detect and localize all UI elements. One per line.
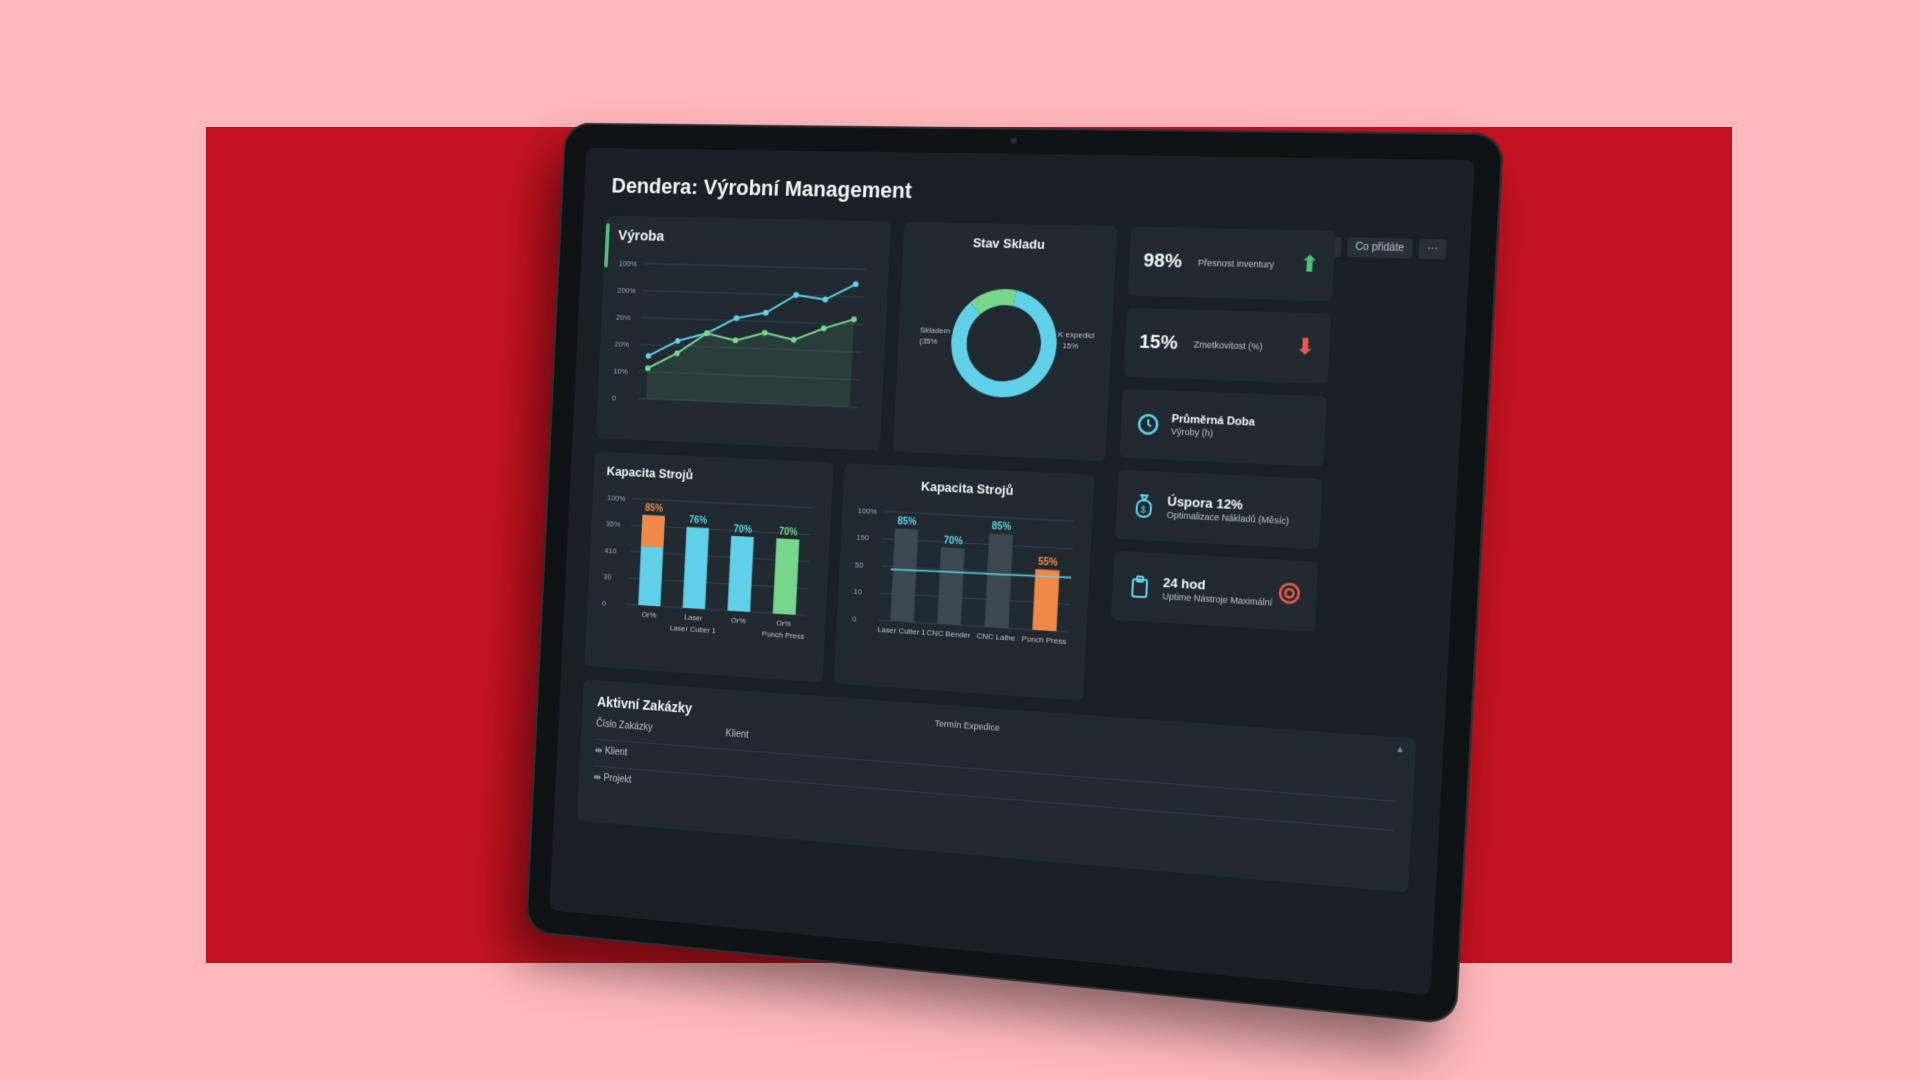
data-label: 76% xyxy=(689,515,708,527)
kpi-label: Přesnost inventury xyxy=(1198,257,1275,271)
bar xyxy=(683,527,709,609)
data-label: 85% xyxy=(645,503,664,515)
app-title: Dendera: Výrobní Management xyxy=(611,173,1445,214)
row-label: Klient xyxy=(605,746,628,758)
gridline xyxy=(644,264,866,270)
donut-right-label-2: 15% xyxy=(1062,341,1078,351)
data-label: 70% xyxy=(779,527,798,539)
donut-slice xyxy=(975,296,1015,309)
tablet-device: Dendera: Výrobní Management Dnes Co přid… xyxy=(525,123,1504,1025)
inventory-donut-chart: Skladem (35% K expedici 15% xyxy=(907,249,1102,445)
bar xyxy=(985,533,1014,628)
y-tick-label: 20% xyxy=(614,340,629,349)
gridline xyxy=(641,318,863,325)
x-tick-label: CNC Bender xyxy=(926,628,970,640)
y-tick-label: 50 xyxy=(855,560,864,570)
x-tick-label: Or% xyxy=(731,616,746,626)
dashboard-grid: Výroba 100% 200% 20% 20% 10% 0 Stav Skladu Sk… xyxy=(585,215,1443,724)
bar xyxy=(773,538,800,615)
svg-text:$: $ xyxy=(1140,504,1146,515)
data-point xyxy=(646,353,652,359)
y-tick-label: 20% xyxy=(616,313,631,322)
y-tick-label: 150 xyxy=(856,533,870,543)
camera-icon xyxy=(1011,138,1017,144)
clipboard-icon xyxy=(1126,573,1153,601)
x-tick-label: Laser xyxy=(684,613,703,623)
accent-bar xyxy=(604,223,610,267)
bar xyxy=(1032,569,1059,631)
bar xyxy=(727,536,753,612)
more-button[interactable]: ··· xyxy=(1418,239,1447,260)
arrow-up-icon: ⬆ xyxy=(1299,251,1320,278)
dashboard-screen: Dendera: Výrobní Management Dnes Co přid… xyxy=(549,148,1474,995)
donut-slice xyxy=(957,297,1051,391)
inventory-card: Stav Skladu Skladem (35% K expedici 15% xyxy=(893,222,1117,461)
kpi-card-savings[interactable]: $ Úspora 12% Optimalizace Nákladů (Měsíc… xyxy=(1115,470,1322,550)
kpi-card-duration[interactable]: Průměrná Doba Výroby (h) xyxy=(1119,389,1327,467)
bar xyxy=(890,528,918,622)
y-tick-label: 10% xyxy=(613,367,628,376)
y-tick-label: 35% xyxy=(606,520,621,530)
kpi-text: Průměrná Doba Výroby (h) xyxy=(1171,413,1256,441)
y-tick-label: 100% xyxy=(607,493,626,503)
row-label: Projekt xyxy=(603,773,631,786)
y-tick-label: 0 xyxy=(602,599,607,608)
x-tick-label: CNC Lathe xyxy=(977,631,1017,643)
x-tick-label: Or% xyxy=(641,610,656,620)
money-bag-icon: $ xyxy=(1130,492,1157,520)
target-icon xyxy=(1276,580,1302,611)
data-label: 85% xyxy=(992,521,1012,533)
column-header-client: Klient xyxy=(725,728,749,740)
y-tick-label: 100% xyxy=(618,259,637,268)
kpi-text: Úspora 12% Optimalizace Nákladů (Měsíc) xyxy=(1166,493,1290,527)
data-label: 70% xyxy=(943,535,963,547)
y-tick-label: 10 xyxy=(853,587,862,597)
capacity-card-1: Kapacita Strojů 100% 35% 410 30 0 85% Or% 76% La… xyxy=(585,451,834,682)
clock-icon xyxy=(1134,411,1161,438)
bar-overlay xyxy=(641,515,665,548)
column-header-order-number: Číslo Zakázky xyxy=(596,719,653,734)
capacity-bar-chart-2: 100% 150 50 10 0 85% Laser Cutter 1 70% CNC Bend… xyxy=(848,490,1085,683)
kpi-value: 98% xyxy=(1143,250,1182,273)
x-tick-label: Laser Cutter 1 xyxy=(669,623,716,635)
kpi-card-uptime[interactable]: 24 hod Uptime Nástroje Maximální xyxy=(1111,551,1318,632)
donut-left-label-1: Skladem xyxy=(920,325,951,335)
kpi-text: 24 hod Uptime Nástroje Maximální xyxy=(1162,574,1273,608)
kpi-card-scrap[interactable]: 15% Zmetkovitost (%) ⬇ xyxy=(1124,308,1332,384)
x-tick-label: Or% xyxy=(776,618,791,628)
data-label: 85% xyxy=(897,517,917,529)
y-tick-label: 0 xyxy=(852,614,857,623)
donut-right-label-1: K expedici xyxy=(1058,330,1095,340)
bar xyxy=(937,547,965,625)
y-tick-label: 0 xyxy=(612,393,617,402)
donut-left-label-2: (35% xyxy=(919,336,937,346)
production-card: Výroba 100% 200% 20% 20% 10% 0 xyxy=(596,215,891,450)
production-line-chart: 100% 200% 20% 20% 10% 0 xyxy=(609,244,876,428)
kpi-card-accuracy[interactable]: 98% Přesnost inventury ⬆ xyxy=(1128,227,1336,302)
bell-icon[interactable]: ▲ xyxy=(1395,743,1405,754)
capacity-bar-chart-1: 100% 35% 410 30 0 85% Or% 76% LaserLaser Cutter … xyxy=(598,478,823,665)
y-tick-label: 200% xyxy=(617,286,636,295)
capacity-row: Kapacita Strojů 100% 35% 410 30 0 85% Or% 76% La… xyxy=(585,451,1105,701)
kpi-label: Výroby (h) xyxy=(1171,425,1255,441)
y-tick-label: 100% xyxy=(857,506,877,516)
kpi-label: Zmetkovitost (%) xyxy=(1193,338,1263,353)
x-tick-label: Punch Press xyxy=(1021,634,1066,646)
data-point xyxy=(675,338,681,344)
x-tick-label: Punch Press xyxy=(762,629,805,641)
compare-button[interactable]: Co přidáte xyxy=(1347,237,1413,258)
data-label: 70% xyxy=(733,524,752,536)
y-tick-label: 30 xyxy=(603,572,612,581)
x-tick-label: Laser Cutter 1 xyxy=(877,625,926,637)
arrow-down-icon: ⬇ xyxy=(1295,333,1316,360)
kpi-value: 15% xyxy=(1139,331,1178,355)
kpi-column: 98% Přesnost inventury ⬆ 15% Zmetkovitos… xyxy=(1107,227,1336,717)
y-tick-label: 410 xyxy=(604,546,617,555)
data-label: 55% xyxy=(1038,557,1058,569)
capacity-card-2: Kapacita Strojů 100% 150 50 10 0 85% Laser Cut… xyxy=(834,463,1095,701)
